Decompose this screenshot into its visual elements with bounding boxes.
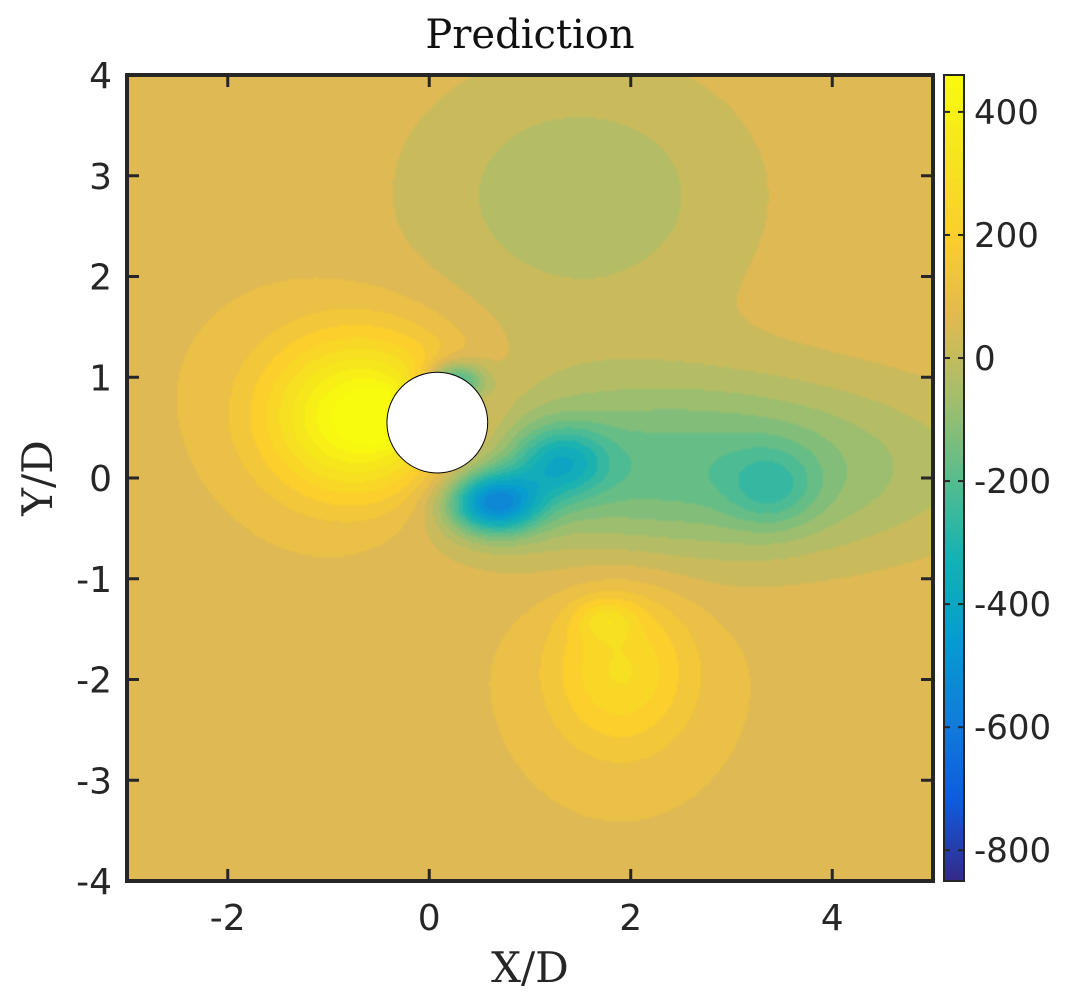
colorbar-tick-label: -800 [974,831,1051,871]
x-tick-label: 4 [821,898,844,939]
colorbar-ticks: 400 200 0 -200 -400 -600 -800 [944,93,1051,871]
colorbar: 400 200 0 -200 -400 -600 -800 [943,74,1051,882]
colorbar-tick-label: -200 [974,462,1051,502]
chart-title: Prediction [425,12,634,58]
y-tick-label: 1 [89,358,112,399]
y-tick-label: 0 [89,459,112,500]
x-tick-label: 2 [619,898,642,939]
x-axis: -2 0 2 4 [210,75,844,939]
colorbar-tick-label: 200 [974,216,1039,256]
y-tick-label: -1 [76,560,112,601]
x-tick-label: -2 [210,898,246,939]
colorbar-tick-label: -400 [974,585,1051,625]
colorbar-tick-label: 400 [974,93,1039,133]
colorbar-gradient [944,75,964,881]
y-axis-label: Y/D [13,440,62,517]
colorbar-tick-label: -600 [974,708,1051,748]
pressure-field-raster [127,75,933,881]
x-axis-label: X/D [491,943,569,992]
y-tick-label: -3 [76,761,112,802]
contour-field [127,75,933,881]
y-tick-label: 4 [89,56,112,97]
y-tick-label: -4 [76,862,112,903]
y-tick-label: -2 [76,661,112,702]
x-tick-label: 0 [418,898,441,939]
cylinder-body [386,371,489,474]
y-tick-label: 3 [89,157,112,198]
y-axis: -4 -3 -2 -1 0 1 2 3 4 [76,56,933,903]
y-tick-label: 2 [89,258,112,299]
colorbar-tick-label: 0 [974,339,996,379]
colorbar-frame [943,74,965,882]
